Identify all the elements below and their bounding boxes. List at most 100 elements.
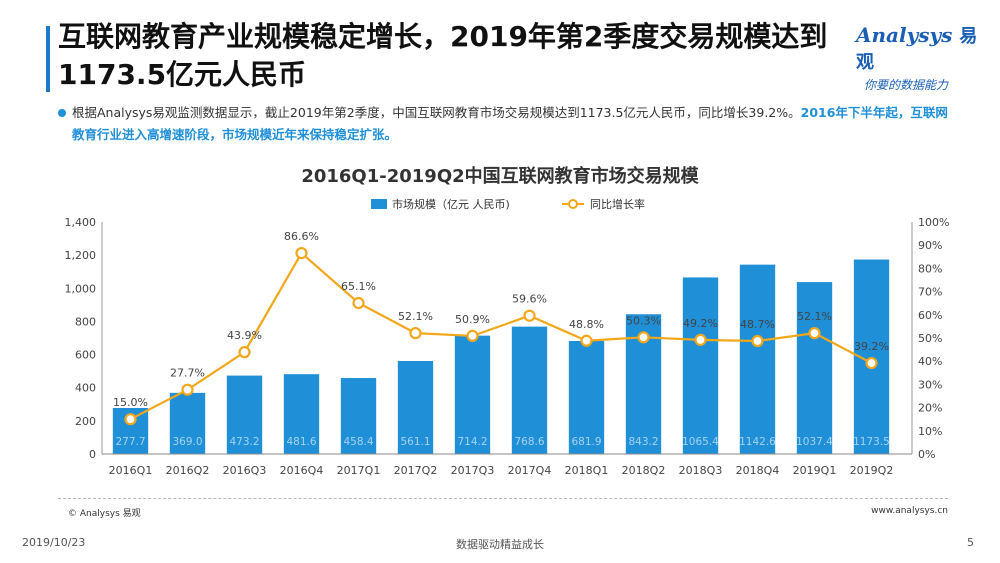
- bar-value-label: 277.7: [115, 436, 145, 448]
- y-right-tick-label: 0%: [918, 448, 935, 461]
- bar-value-label: 768.6: [514, 436, 544, 448]
- growth-point-2017Q4: [523, 309, 536, 322]
- growth-rate-label: 39.2%: [854, 340, 889, 353]
- y-right-tick-label: 40%: [918, 355, 942, 368]
- x-tick-label: 2018Q1: [565, 464, 609, 477]
- combo-chart: 市场规模（亿元 人民币) 同比增长率 0 200 400 600 800 1,000 1,200…: [65, 197, 950, 477]
- y-right-tick-label: 80%: [918, 262, 942, 275]
- x-tick-label: 2017Q2: [394, 464, 438, 477]
- growth-point-2018Q1: [580, 334, 593, 347]
- logo-brand: Analysys 易观: [856, 22, 986, 74]
- x-tick-label: 2019Q2: [850, 464, 894, 477]
- summary-plain: 根据Analysys易观监测数据显示，截止2019年第2季度，中国互联网教育市场…: [72, 105, 801, 120]
- website-text: www.analysys.cn: [871, 506, 948, 516]
- growth-point-2016Q2: [181, 383, 194, 396]
- y-left-tick-label: 1,000: [65, 282, 97, 295]
- bar-value-label: 473.2: [229, 436, 259, 448]
- y-left-tick-label: 200: [75, 415, 96, 428]
- x-tick-label: 2016Q2: [166, 464, 210, 477]
- growth-rate-label: 15.0%: [113, 396, 148, 409]
- bar-2018Q4: [739, 264, 776, 454]
- bar-value-label: 1173.5: [853, 436, 890, 448]
- y-left-tick-label: 400: [75, 382, 96, 395]
- title-accent-bar: [46, 26, 50, 92]
- x-tick-label: 2016Q4: [280, 464, 324, 477]
- y-left-tick-label: 600: [75, 349, 96, 362]
- growth-rate-label: 43.9%: [227, 329, 262, 342]
- growth-rate-label: 48.7%: [740, 318, 775, 331]
- bar-2017Q1: [340, 378, 377, 454]
- x-tick-label: 2016Q3: [223, 464, 267, 477]
- growth-rate-label: 50.3%: [626, 314, 661, 327]
- growth-point-2016Q3: [238, 346, 251, 359]
- slide-date: 2019/10/23: [22, 536, 86, 549]
- bar-2016Q4: [283, 374, 320, 454]
- logo-tagline: 你要的数据能力: [864, 78, 949, 92]
- growth-rate-label: 52.1%: [797, 310, 832, 323]
- bar-2017Q4: [511, 326, 548, 454]
- growth-point-2018Q2: [637, 331, 650, 344]
- bar-value-label: 1037.4: [796, 436, 833, 448]
- y-left-tick-label: 1,200: [65, 249, 97, 262]
- growth-rate-label: 49.2%: [683, 317, 718, 330]
- bar-2016Q2: [169, 392, 206, 454]
- y-left-tick-label: 0: [89, 448, 96, 461]
- growth-point-2018Q3: [694, 333, 707, 346]
- logo-brand-en: Analysys: [856, 23, 953, 47]
- growth-point-2016Q1: [124, 413, 137, 426]
- growth-rate-label: 48.8%: [569, 318, 604, 331]
- growth-point-2019Q2: [865, 356, 878, 370]
- bar-2018Q3: [682, 277, 719, 454]
- growth-point-2017Q2: [409, 327, 422, 340]
- bar-value-label: 369.0: [172, 436, 202, 448]
- growth-point-2017Q3: [466, 329, 479, 343]
- bar-value-label: 1142.6: [739, 436, 776, 448]
- growth-rate-line: [129, 251, 873, 421]
- x-tick-label: 2017Q1: [337, 464, 381, 477]
- y-right-tick-label: 20%: [918, 402, 942, 415]
- footer-divider: [58, 498, 948, 499]
- y-left-tick-label: 1,400: [65, 216, 97, 229]
- growth-rate-label: 65.1%: [341, 280, 376, 293]
- bar-value-label: 714.2: [457, 436, 487, 448]
- x-tick-label: 2017Q3: [451, 464, 495, 477]
- bar-2018Q1: [568, 340, 605, 454]
- growth-rate-label: 86.6%: [284, 230, 319, 243]
- x-tick-label: 2018Q3: [679, 464, 723, 477]
- growth-point-2016Q4: [295, 246, 308, 260]
- bar-value-label: 561.1: [400, 436, 430, 448]
- growth-rate-label: 59.6%: [512, 293, 547, 306]
- y-left-tick-label: 800: [75, 315, 96, 328]
- y-right-tick-label: 10%: [918, 425, 942, 438]
- y-right-tick-label: 50%: [918, 332, 942, 345]
- legend-label-bar: 市场规模（亿元 人民币): [392, 197, 510, 211]
- bar-value-label: 458.4: [343, 436, 373, 448]
- copyright-text: © Analysys 易观: [68, 509, 141, 519]
- bar-value-label: 481.6: [286, 436, 316, 448]
- y-right-tick-label: 90%: [918, 239, 942, 252]
- x-tick-label: 2017Q4: [508, 464, 552, 477]
- growth-rate-label: 52.1%: [398, 310, 433, 323]
- legend-label-line: 同比增长率: [590, 197, 645, 211]
- chart-title: 2016Q1-2019Q2中国互联网教育市场交易规模: [301, 166, 699, 187]
- x-tick-label: 2018Q4: [736, 464, 780, 477]
- y-right-tick-label: 100%: [918, 216, 949, 229]
- growth-point-2019Q1: [808, 327, 821, 340]
- bar-2017Q2: [397, 361, 434, 454]
- summary-highlight: 2016年下半年起，互联网教育行业进入高增速阶段，市场规模近年来保持稳定扩张。: [72, 105, 948, 142]
- growth-point-2018Q4: [751, 334, 764, 348]
- slide-slogan: 数据驱动精益成长: [456, 538, 544, 551]
- growth-rate-label: 50.9%: [455, 313, 490, 326]
- bar-value-label: 843.2: [628, 436, 658, 448]
- bar-2016Q3: [226, 375, 263, 454]
- bar-2019Q1: [796, 282, 833, 454]
- analysys-logo: Analysys 易观 你要的数据能力: [856, 22, 986, 92]
- growth-point-2017Q1: [352, 296, 365, 310]
- bar-2017Q3: [454, 335, 491, 454]
- bullet-dot-icon: [58, 109, 66, 117]
- y-right-tick-label: 70%: [918, 286, 942, 299]
- legend-marker-line: [568, 199, 578, 209]
- page-number: 5: [967, 536, 974, 549]
- x-tick-label: 2016Q1: [109, 464, 153, 477]
- x-tick-label: 2018Q2: [622, 464, 666, 477]
